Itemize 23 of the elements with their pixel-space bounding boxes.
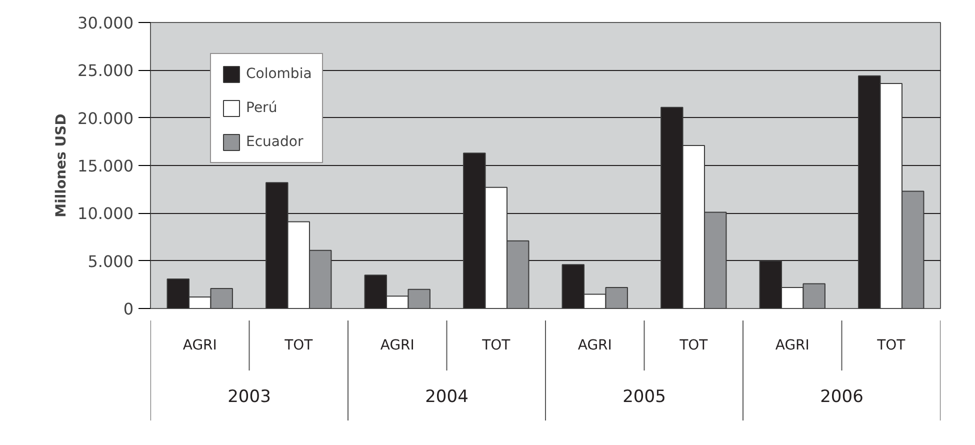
x-tick-label: AGRI [775, 338, 810, 354]
x-tick-label: AGRI [578, 338, 612, 354]
y-tick-label: 25.000 [78, 61, 134, 80]
y-tick-label: 5.000 [88, 252, 134, 271]
x-tick-label: AGRI [380, 338, 414, 354]
text: 2005 [622, 387, 666, 407]
text: 2003 [228, 387, 271, 407]
text: 2004 [425, 387, 468, 407]
legend-label: Perú [246, 100, 278, 116]
x-tick-label: AGRI [182, 338, 217, 354]
legend-label: Ecuador [246, 134, 304, 150]
y-tick-label: 15.000 [78, 156, 134, 176]
legend-label: Colombia [246, 66, 312, 82]
y-tick-label: 10.000 [78, 204, 134, 224]
y-axis-title: Millones USD [54, 114, 70, 218]
y-tick-label: 30.000 [78, 14, 134, 32]
x-tick-label: TOT [284, 338, 314, 354]
y-tick-label: 0 [123, 300, 134, 318]
x-tick-label: TOT [481, 338, 511, 354]
text: 2006 [820, 387, 864, 407]
x-tick-label: TOT [876, 338, 906, 354]
x-tick-label: TOT [678, 338, 708, 354]
y-tick-label: 20.000 [78, 108, 134, 128]
